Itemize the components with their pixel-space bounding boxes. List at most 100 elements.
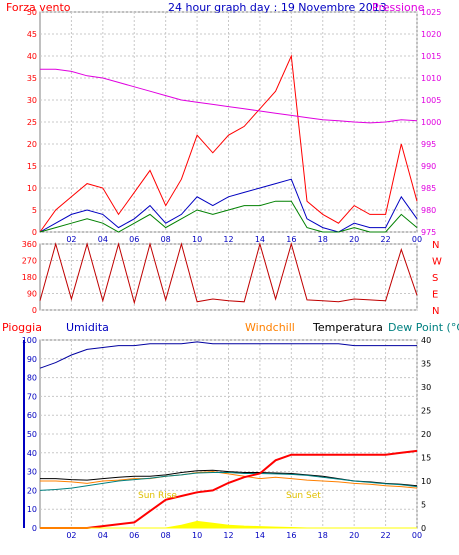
x-tick-label: 02 <box>66 531 76 540</box>
series-humidity <box>39 341 417 369</box>
y-left-tick-label: 0 <box>32 228 37 237</box>
series-avg <box>39 178 418 233</box>
y-right-tick-label: 0 <box>421 524 426 533</box>
sunrise-annotation: Sun Rise <box>138 491 177 501</box>
sunset-annotation: Sun Set <box>286 491 321 501</box>
x-tick-label: 12 <box>223 235 233 244</box>
y-left-tick-label: 30 <box>27 96 37 105</box>
x-tick-label: 02 <box>66 235 76 244</box>
x-tick-label: 18 <box>318 531 328 540</box>
y-right-tick-label: 1015 <box>421 52 441 61</box>
y-left-tick-label: 30 <box>27 468 37 477</box>
y-right-tick-label: 25 <box>421 407 431 416</box>
x-tick-label: 08 <box>161 235 171 244</box>
x-tick-label: 16 <box>286 235 296 244</box>
y-left-tick-label: 25 <box>27 118 37 127</box>
y-left-tick-label: 50 <box>27 430 37 439</box>
y-right-tick-label: 990 <box>421 162 436 171</box>
pressure-right-label: Pressione <box>372 1 425 14</box>
y-right-tick-label: 15 <box>421 454 431 463</box>
y-left-tick-label: 180 <box>22 273 37 282</box>
rain-label: Pioggia <box>2 321 42 334</box>
compass-label: N <box>432 240 439 251</box>
x-tick-label: 16 <box>286 531 296 540</box>
y-left-tick-label: 5 <box>32 206 37 215</box>
x-tick-label: 22 <box>380 531 390 540</box>
compass-label: N <box>432 306 439 317</box>
y-right-tick-label: 5 <box>421 501 426 510</box>
windchill-label: Windchill <box>245 321 295 334</box>
y-right-tick-label: 40 <box>421 336 431 345</box>
y-right-tick-label: 1020 <box>421 30 441 39</box>
y-left-tick-label: 40 <box>27 449 37 458</box>
y-left-tick-label: 10 <box>27 505 37 514</box>
y-right-tick-label: 30 <box>421 383 431 392</box>
y-left-tick-label: 45 <box>27 30 37 39</box>
x-tick-label: 10 <box>192 531 202 540</box>
temperature-label: Temperatura <box>312 321 383 334</box>
x-tick-label: 06 <box>129 235 139 244</box>
y-left-tick-label: 10 <box>27 184 37 193</box>
y-right-tick-label: 985 <box>421 184 436 193</box>
x-tick-label: 14 <box>255 235 265 244</box>
x-tick-label: 22 <box>380 235 390 244</box>
x-tick-label: 14 <box>255 531 265 540</box>
series-min <box>39 200 418 233</box>
y-left-tick-label: 40 <box>27 52 37 61</box>
x-tick-label: 12 <box>223 531 233 540</box>
y-right-tick-label: 10 <box>421 477 431 486</box>
y-right-tick-label: 35 <box>421 360 431 369</box>
series-rain <box>40 449 418 529</box>
y-right-tick-label: 1010 <box>421 74 441 83</box>
y-left-tick-label: 60 <box>27 411 37 420</box>
y-left-tick-label: 90 <box>27 290 37 299</box>
y-left-tick-label: 100 <box>22 336 37 345</box>
x-tick-label: 00 <box>412 235 422 244</box>
y-right-tick-label: 995 <box>421 140 436 149</box>
series-windchill <box>40 471 418 489</box>
series-solar <box>40 520 417 529</box>
x-tick-label: 10 <box>192 235 202 244</box>
y-right-tick-label: 1025 <box>421 8 441 17</box>
wind-chart-title: 24 hour graph day : 19 Novembre 2013 <box>168 1 387 14</box>
y-left-tick-label: 90 <box>27 355 37 364</box>
y-right-tick-label: 1005 <box>421 96 441 105</box>
dewpoint-label: Dew Point (°C <box>388 321 459 334</box>
y-left-tick-label: 0 <box>32 306 37 315</box>
x-tick-label: 08 <box>161 531 171 540</box>
series-pressure <box>40 68 418 124</box>
rain-temperature-panel: Pioggia Umidita Windchill Temperatura De… <box>2 321 459 540</box>
x-tick-label: 04 <box>98 235 108 244</box>
compass-label: E <box>432 290 438 301</box>
y-left-tick-label: 360 <box>22 240 37 249</box>
y-left-tick-label: 20 <box>27 486 37 495</box>
y-left-tick-label: 270 <box>22 257 37 266</box>
x-tick-label: 20 <box>349 531 359 540</box>
series-gust <box>39 54 418 233</box>
x-tick-label: 06 <box>129 531 139 540</box>
y-right-tick-label: 1000 <box>421 118 441 127</box>
y-left-tick-label: 0 <box>32 524 37 533</box>
x-tick-label: 20 <box>349 235 359 244</box>
x-tick-label: 18 <box>318 235 328 244</box>
wind-left-label: Forza vento <box>6 1 71 14</box>
y-left-tick-label: 50 <box>27 8 37 17</box>
compass-label: W <box>432 257 442 268</box>
y-left-tick-label: 15 <box>27 162 37 171</box>
x-tick-label: 00 <box>412 531 422 540</box>
x-tick-label: 04 <box>98 531 108 540</box>
compass-label: S <box>432 273 438 284</box>
series-dewpoint <box>39 472 418 491</box>
y-right-tick-label: 980 <box>421 206 436 215</box>
y-right-tick-label: 975 <box>421 228 436 237</box>
humidity-label: Umidita <box>66 321 109 334</box>
series-direction <box>39 242 418 305</box>
y-left-tick-label: 70 <box>27 392 37 401</box>
wind-pressure-panel: Forza vento 24 hour graph day : 19 Novem… <box>6 1 441 244</box>
y-left-tick-label: 80 <box>27 374 37 383</box>
y-right-tick-label: 20 <box>421 430 431 439</box>
y-left-tick-label: 20 <box>27 140 37 149</box>
y-left-tick-label: 35 <box>27 74 37 83</box>
